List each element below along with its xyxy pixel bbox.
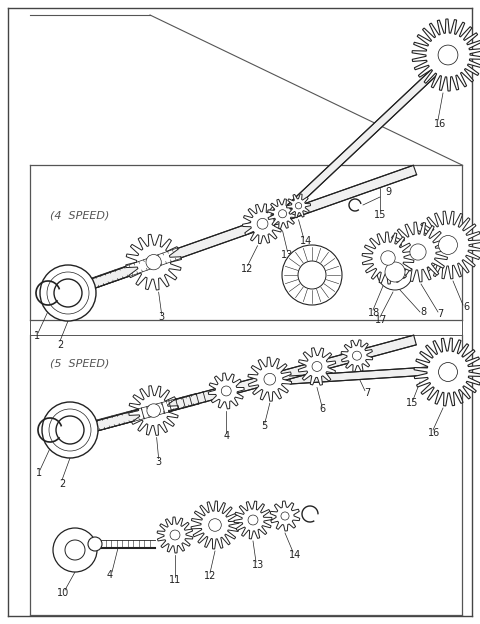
Circle shape xyxy=(54,279,82,307)
Polygon shape xyxy=(234,501,272,539)
Circle shape xyxy=(298,261,326,289)
Polygon shape xyxy=(126,234,181,290)
Circle shape xyxy=(221,386,231,396)
Circle shape xyxy=(385,262,405,282)
Text: 14: 14 xyxy=(289,550,301,560)
Circle shape xyxy=(377,254,413,290)
Polygon shape xyxy=(129,386,179,436)
Circle shape xyxy=(381,251,395,265)
Text: 3: 3 xyxy=(156,457,162,467)
Circle shape xyxy=(282,245,342,305)
Polygon shape xyxy=(248,357,292,401)
Polygon shape xyxy=(191,501,239,549)
Polygon shape xyxy=(298,348,336,385)
Text: 1: 1 xyxy=(36,468,42,478)
Circle shape xyxy=(170,530,180,540)
Text: 14: 14 xyxy=(300,236,312,246)
Text: 11: 11 xyxy=(169,575,181,585)
Polygon shape xyxy=(268,199,298,228)
Text: 12: 12 xyxy=(241,264,254,274)
Circle shape xyxy=(147,404,160,417)
Text: 15: 15 xyxy=(406,398,418,408)
Polygon shape xyxy=(287,194,311,218)
Text: 3: 3 xyxy=(158,312,165,322)
Text: 8: 8 xyxy=(420,307,426,317)
Text: 2: 2 xyxy=(59,479,65,489)
Circle shape xyxy=(53,528,97,572)
Text: 10: 10 xyxy=(57,588,69,598)
Circle shape xyxy=(56,416,84,444)
Polygon shape xyxy=(51,335,416,443)
Text: (4  SPEED): (4 SPEED) xyxy=(50,210,109,220)
Text: 7: 7 xyxy=(364,388,370,397)
Text: 1: 1 xyxy=(34,331,40,341)
Polygon shape xyxy=(414,338,480,406)
Polygon shape xyxy=(208,373,244,409)
Text: 9: 9 xyxy=(385,187,391,197)
Circle shape xyxy=(278,210,287,218)
Circle shape xyxy=(295,203,302,209)
Circle shape xyxy=(352,351,361,360)
Circle shape xyxy=(410,244,426,260)
Circle shape xyxy=(439,235,457,255)
Text: 13: 13 xyxy=(281,250,294,260)
Text: 2: 2 xyxy=(57,340,63,350)
Polygon shape xyxy=(270,501,300,531)
Circle shape xyxy=(146,255,161,270)
Circle shape xyxy=(312,361,322,371)
Text: 15: 15 xyxy=(374,210,386,220)
Text: 7: 7 xyxy=(437,309,443,319)
Circle shape xyxy=(40,265,96,321)
Circle shape xyxy=(248,515,258,525)
Polygon shape xyxy=(414,211,480,279)
Circle shape xyxy=(65,540,85,560)
Text: (5  SPEED): (5 SPEED) xyxy=(50,358,109,368)
Circle shape xyxy=(257,218,268,229)
Text: 5: 5 xyxy=(262,421,268,431)
Text: 16: 16 xyxy=(434,119,446,129)
Circle shape xyxy=(438,45,458,65)
Polygon shape xyxy=(290,366,445,384)
Text: 13: 13 xyxy=(252,560,264,570)
Circle shape xyxy=(209,519,221,531)
Polygon shape xyxy=(341,340,373,371)
Text: 6: 6 xyxy=(319,404,325,414)
Circle shape xyxy=(88,537,102,551)
Polygon shape xyxy=(157,517,193,553)
Polygon shape xyxy=(242,204,283,244)
Polygon shape xyxy=(388,222,448,282)
Polygon shape xyxy=(50,165,417,303)
Text: 16: 16 xyxy=(428,428,440,438)
Text: 17: 17 xyxy=(375,315,387,325)
Text: 4: 4 xyxy=(107,570,113,580)
Text: 12: 12 xyxy=(204,571,216,581)
Text: 6: 6 xyxy=(463,302,469,312)
Polygon shape xyxy=(287,59,448,211)
Circle shape xyxy=(264,373,276,385)
Circle shape xyxy=(42,402,98,458)
Text: 18: 18 xyxy=(368,308,380,318)
Circle shape xyxy=(281,512,289,520)
Polygon shape xyxy=(362,232,414,284)
Polygon shape xyxy=(412,19,480,91)
Text: 4: 4 xyxy=(223,431,229,441)
Circle shape xyxy=(439,363,457,381)
